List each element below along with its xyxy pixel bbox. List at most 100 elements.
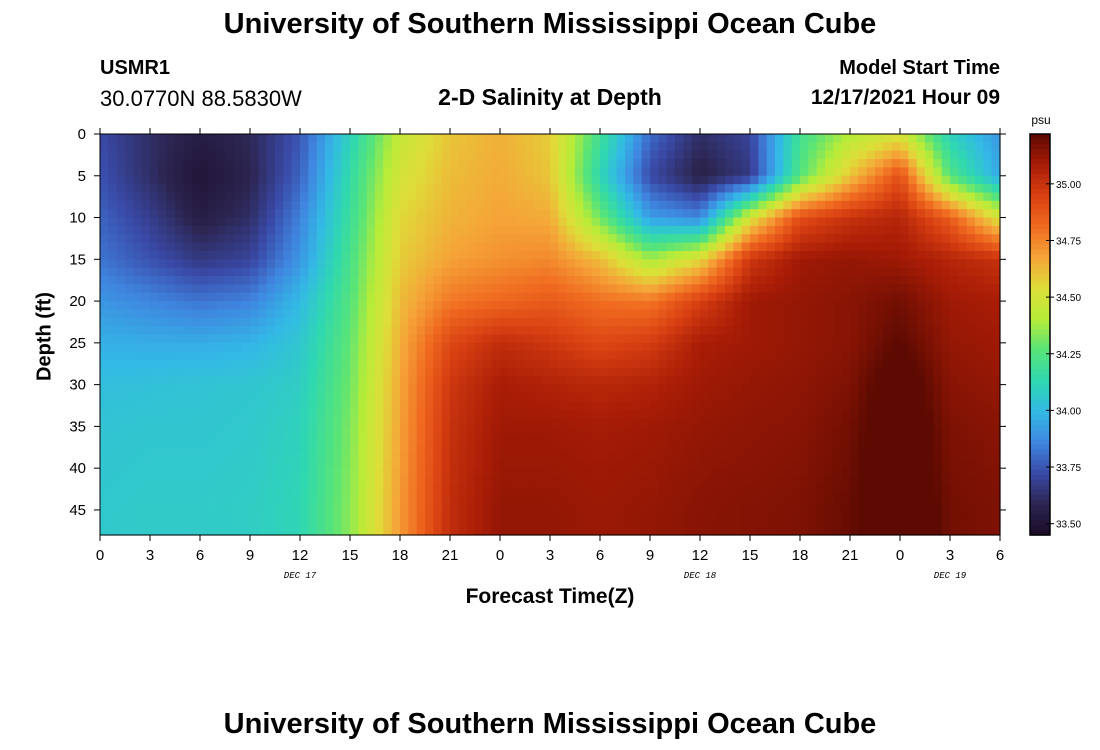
heatmap-cell: [366, 468, 376, 478]
heatmap-cell: [608, 426, 618, 436]
heatmap-cell: [933, 451, 943, 461]
heatmap-cell: [366, 376, 376, 386]
heatmap-cell: [741, 443, 751, 453]
heatmap-cell: [916, 451, 926, 461]
heatmap-cell: [475, 451, 484, 461]
heatmap-cell: [675, 342, 684, 352]
heatmap-cell: [533, 443, 543, 453]
heatmap-cell: [475, 209, 484, 219]
heatmap-cell: [133, 242, 143, 252]
heatmap-cell: [650, 434, 659, 444]
heatmap-cell: [858, 167, 868, 177]
heatmap-cell: [833, 334, 843, 344]
heatmap-cell: [566, 192, 576, 202]
heatmap-cell: [266, 317, 276, 327]
heatmap-cell: [383, 317, 393, 327]
heatmap-cell: [283, 317, 293, 327]
heatmap-cell: [541, 284, 551, 294]
heatmap-cell: [491, 484, 501, 494]
heatmap-cell: [150, 376, 159, 386]
heatmap-cell: [850, 376, 859, 386]
heatmap-cell: [116, 242, 126, 252]
heatmap-cell: [725, 192, 734, 202]
heatmap-cell: [708, 209, 718, 219]
heatmap-cell: [433, 509, 443, 519]
heatmap-cell: [700, 284, 709, 294]
heatmap-cell: [100, 175, 109, 185]
heatmap-cell: [425, 134, 434, 143]
heatmap-cell: [316, 142, 326, 152]
heatmap-cell: [850, 468, 859, 478]
heatmap-cell: [391, 426, 401, 436]
heatmap-cell: [341, 192, 351, 202]
heatmap-cell: [441, 409, 451, 419]
heatmap-cell: [250, 142, 259, 152]
heatmap-cell: [783, 209, 793, 219]
heatmap-cell: [533, 401, 543, 411]
heatmap-cell: [925, 418, 934, 427]
heatmap-cell: [500, 134, 509, 143]
heatmap-cell: [675, 250, 684, 260]
heatmap-cell: [250, 351, 259, 361]
heatmap-cell: [166, 292, 176, 302]
heatmap-cell: [750, 384, 759, 394]
heatmap-cell: [266, 184, 276, 194]
heatmap-cell: [583, 159, 593, 169]
heatmap-cell: [950, 451, 959, 461]
heatmap-cell: [975, 225, 984, 235]
heatmap-cell: [366, 434, 376, 444]
heatmap-cell: [650, 509, 659, 519]
heatmap-cell: [850, 451, 859, 461]
heatmap-cell: [241, 367, 251, 377]
heatmap-cell: [750, 476, 759, 486]
heatmap-cell: [608, 351, 618, 361]
heatmap-cell: [575, 184, 584, 194]
heatmap-cell: [158, 309, 168, 319]
heatmap-cell: [666, 217, 676, 227]
heatmap-cell: [375, 451, 384, 461]
heatmap-cell: [775, 142, 784, 152]
heatmap-cell: [791, 276, 801, 285]
heatmap-cell: [991, 401, 1001, 411]
heatmap-cell: [733, 242, 743, 252]
heatmap-cell: [975, 292, 984, 302]
heatmap-cell: [508, 326, 518, 336]
heatmap-cell: [708, 418, 718, 427]
heatmap-cell: [908, 376, 918, 386]
heatmap-cell: [900, 192, 909, 202]
heatmap-cell: [491, 493, 501, 503]
heatmap-cell: [566, 309, 576, 319]
heatmap-cell: [875, 284, 884, 294]
heatmap-cell: [616, 134, 626, 143]
heatmap-cell: [333, 351, 343, 361]
heatmap-cell: [400, 267, 409, 277]
heatmap-cell: [600, 159, 609, 169]
heatmap-cell: [825, 342, 834, 352]
heatmap-cell: [733, 342, 743, 352]
heatmap-cell: [600, 493, 609, 503]
heatmap-cell: [291, 284, 301, 294]
heatmap-cell: [841, 317, 851, 327]
heatmap-cell: [725, 409, 734, 419]
heatmap-cell: [675, 317, 684, 327]
heatmap-cell: [200, 376, 209, 386]
heatmap-cell: [533, 142, 543, 152]
heatmap-cell: [666, 401, 676, 411]
heatmap-cell: [141, 451, 151, 461]
heatmap-cell: [108, 367, 118, 377]
heatmap-cell: [925, 200, 934, 210]
heatmap-cell: [550, 184, 559, 194]
heatmap-cell: [558, 384, 568, 394]
heatmap-cell: [400, 509, 409, 519]
heatmap-cell: [808, 334, 818, 344]
heatmap-cell: [433, 217, 443, 227]
heatmap-cell: [958, 134, 968, 143]
heatmap-cell: [741, 468, 751, 478]
heatmap-cell: [241, 267, 251, 277]
heatmap-cell: [108, 334, 118, 344]
heatmap-cell: [766, 309, 776, 319]
heatmap-cell: [583, 334, 593, 344]
heatmap-cell: [108, 267, 118, 277]
heatmap-cell: [258, 317, 268, 327]
heatmap-cell: [883, 167, 893, 177]
